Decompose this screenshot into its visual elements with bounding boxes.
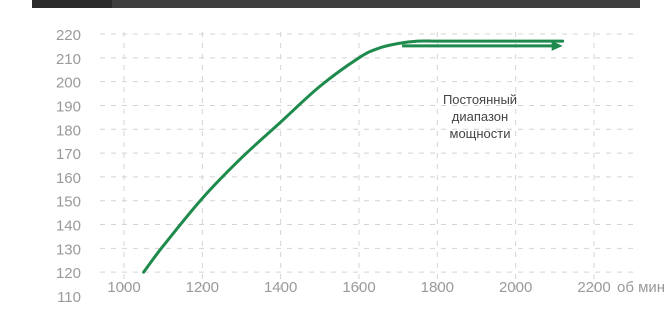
grid (100, 32, 636, 292)
x-tick-label: 1800 (421, 279, 454, 296)
header-tab (32, 0, 112, 8)
x-tick-label: 2000 (499, 279, 532, 296)
y-tick-labels: 110 120 130 140 150 160 170 180 190 200 210 220 (56, 27, 81, 306)
y-tick-label: 170 (56, 146, 81, 163)
x-tick-label: 2200 (577, 279, 610, 296)
x-tick-labels: 1000 1200 1400 1600 1800 2000 2200 (107, 279, 610, 296)
x-tick-label: 1000 (107, 279, 140, 296)
y-tick-label: 220 (56, 27, 81, 44)
header-bar (32, 0, 640, 8)
annotation-line-2: диапазон (452, 109, 508, 124)
y-tick-label: 190 (56, 98, 81, 115)
y-tick-label: 180 (56, 122, 81, 139)
y-tick-label: 150 (56, 194, 81, 211)
annotation-line-1: Постоянный (443, 92, 517, 107)
x-axis-unit-label: об мин (617, 279, 665, 296)
y-tick-label: 210 (56, 51, 81, 68)
y-tick-label: 110 (57, 289, 81, 306)
y-tick-label: 200 (56, 75, 81, 92)
constant-range-arrowhead (551, 40, 563, 51)
x-tick-label: 1600 (342, 279, 375, 296)
y-tick-label: 140 (56, 218, 81, 235)
y-tick-label: 160 (56, 170, 81, 187)
x-tick-label: 1200 (186, 279, 219, 296)
series-line (142, 39, 565, 274)
y-tick-label: 130 (56, 241, 81, 258)
y-tick-label: 120 (56, 265, 81, 282)
annotation-line-3: мощности (450, 126, 511, 141)
x-tick-label: 1400 (264, 279, 297, 296)
